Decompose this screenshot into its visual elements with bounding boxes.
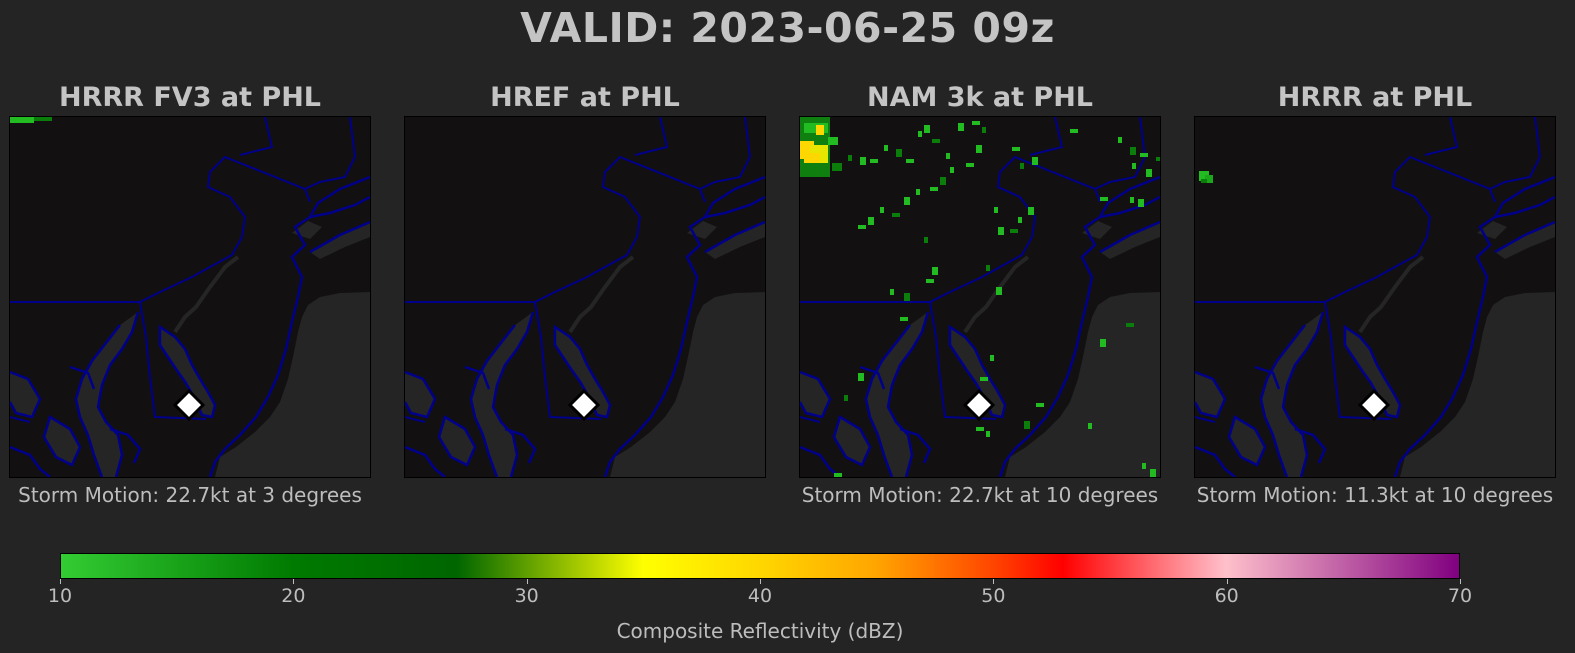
map-frame[interactable]: [404, 116, 766, 478]
colorbar-tick-mark: [1226, 579, 1228, 584]
chesapeake-bay: [76, 312, 138, 477]
panel-nam-3k: NAM 3k at PHL: [799, 80, 1161, 507]
colorbar-tick-label: 60: [1214, 585, 1239, 607]
state-borders: [800, 117, 1147, 423]
chesapeake-bay: [1261, 312, 1323, 477]
ocean-area: [1005, 292, 1160, 477]
basemap: [800, 117, 1160, 477]
colorbar-tick-mark: [760, 579, 761, 584]
basemap: [10, 117, 370, 477]
map-frame[interactable]: [799, 116, 1161, 478]
colorbar-tick-label: 30: [514, 585, 539, 607]
panel-title: HRRR at PHL: [1277, 82, 1473, 113]
colorbar-tick-label: 10: [47, 585, 73, 607]
panel-href: HREF at PHL: [404, 80, 766, 483]
coastlines: [405, 175, 765, 477]
colorbar-tick-mark: [60, 579, 61, 584]
ocean-area: [610, 292, 765, 477]
storm-motion-text: Storm Motion: 11.3kt at 10 degrees: [1196, 483, 1554, 507]
colorbar-tick-label: 20: [281, 585, 306, 607]
chesapeake-bay: [866, 312, 928, 477]
colorbar-tick-label: 70: [1447, 585, 1473, 607]
coastlines: [1195, 175, 1555, 477]
colorbar-label: Composite Reflectivity (dBZ): [616, 619, 904, 643]
panel-title: HREF at PHL: [490, 82, 680, 113]
panel-hrrr: HRRR at PHL: [1194, 80, 1556, 507]
colorbar-tick-mark: [993, 579, 995, 584]
state-borders: [405, 117, 752, 423]
colorbar-tick-mark: [526, 579, 528, 584]
colorbar-ticks: 10 20 30 40 50 60 70: [48, 579, 1472, 609]
ocean-area: [1400, 292, 1555, 477]
coastlines: [800, 175, 1160, 477]
colorbar-tick-mark: [1460, 579, 1461, 584]
state-borders: [10, 117, 357, 423]
storm-motion-text: Storm Motion: 22.7kt at 10 degrees: [801, 483, 1159, 507]
colorbar-tick-mark: [293, 579, 295, 584]
coastlines: [10, 175, 370, 477]
basemap: [405, 117, 765, 477]
colorbar: 10 20 30 40 50 60 70 Composite Reflectivity (d…: [48, 553, 1472, 643]
colorbar-gradient: [60, 553, 1460, 579]
main-title: VALID: 2023-06-25 09z: [520, 4, 1055, 52]
ocean-area: [215, 292, 370, 477]
map-frame[interactable]: [1194, 116, 1556, 478]
panel-hrrr-fv3: HRRR FV3 at PHL: [9, 80, 371, 507]
basemap: [1195, 117, 1555, 477]
chesapeake-bay: [471, 312, 533, 477]
colorbar-tick-label: 50: [981, 585, 1006, 607]
storm-motion-text: Storm Motion: 22.7kt at 3 degrees: [18, 483, 362, 507]
panel-title: NAM 3k at PHL: [866, 82, 1094, 113]
colorbar-tick-label: 40: [747, 585, 773, 607]
map-frame[interactable]: [9, 116, 371, 478]
state-borders: [1195, 117, 1542, 423]
panel-title: HRRR FV3 at PHL: [58, 82, 321, 113]
